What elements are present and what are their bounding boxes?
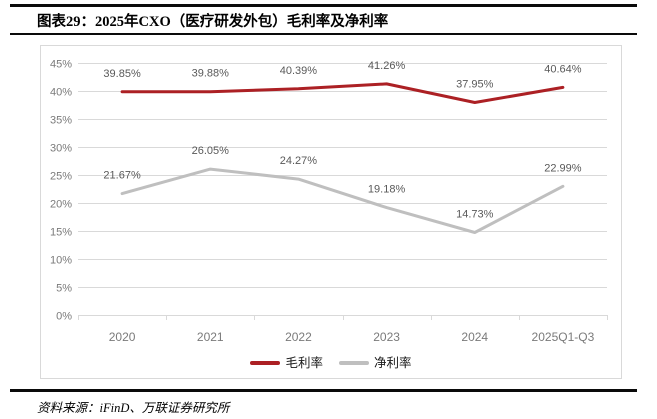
legend-item-net-margin: 净利率 xyxy=(339,357,412,370)
title-divider xyxy=(10,33,637,35)
net-margin-data-label: 26.05% xyxy=(192,145,230,157)
net-margin-data-label: 21.67% xyxy=(103,170,141,182)
gross-margin-data-label: 37.95% xyxy=(456,78,494,90)
x-axis-category-label: 2023 xyxy=(373,330,400,344)
y-axis-tick-label: 20% xyxy=(50,199,72,211)
gross-margin-data-label: 39.85% xyxy=(103,68,141,80)
legend-label-net-margin: 净利率 xyxy=(374,355,412,370)
y-axis-tick-label: 15% xyxy=(50,227,72,239)
net-margin-line xyxy=(120,167,565,234)
gross-margin-line-swatch xyxy=(250,361,281,365)
y-axis-tick-label: 45% xyxy=(50,59,72,71)
net-margin-line-swatch xyxy=(339,361,369,365)
y-axis-tick-label: 30% xyxy=(50,143,72,155)
chart-area: 0% 5% 10% 15% 20% 25% 30% 35% 40% 45% 2020 2021 2022… xyxy=(40,45,622,379)
gross-margin-data-label: 40.64% xyxy=(544,63,582,75)
y-axis-tick-label: 35% xyxy=(50,115,72,127)
x-axis-category-label: 2024 xyxy=(461,330,488,344)
gross-margin-line xyxy=(120,82,565,104)
chart-legend: 毛利率 净利率 xyxy=(41,354,621,372)
x-axis-category-label: 2022 xyxy=(285,330,312,344)
net-margin-data-label: 19.18% xyxy=(368,184,406,196)
y-axis-tick-label: 10% xyxy=(50,255,72,267)
net-margin-data-label: 24.27% xyxy=(280,155,318,167)
y-axis-tick-label: 25% xyxy=(50,171,72,183)
x-axis-category-label: 2025Q1-Q3 xyxy=(532,330,595,344)
gross-margin-data-label: 41.26% xyxy=(368,60,406,72)
gross-margin-data-label: 40.39% xyxy=(280,65,318,77)
y-axis-tick-label: 0% xyxy=(56,311,72,323)
net-margin-data-label: 22.99% xyxy=(544,162,582,174)
figure-title: 图表29：2025年CXO（医疗研发外包）毛利率及净利率 xyxy=(37,14,389,30)
top-divider xyxy=(10,4,637,7)
gross-margin-data-label: 39.88% xyxy=(192,68,230,80)
bottom-divider xyxy=(10,389,637,392)
y-axis-tick-label: 40% xyxy=(50,87,72,99)
x-axis-category-label: 2020 xyxy=(109,330,136,344)
x-axis-category-label: 2021 xyxy=(197,330,224,344)
line-chart: 0% 5% 10% 15% 20% 25% 30% 35% 40% 45% 2020 2021 2022… xyxy=(50,59,608,344)
y-axis-tick-label: 5% xyxy=(56,283,72,295)
legend-label-gross-margin: 毛利率 xyxy=(285,355,323,370)
source-note: 资料来源：iFinD、万联证券研究所 xyxy=(37,401,230,415)
legend-item-gross-margin: 毛利率 xyxy=(250,357,323,370)
net-margin-data-label: 14.73% xyxy=(456,209,494,221)
